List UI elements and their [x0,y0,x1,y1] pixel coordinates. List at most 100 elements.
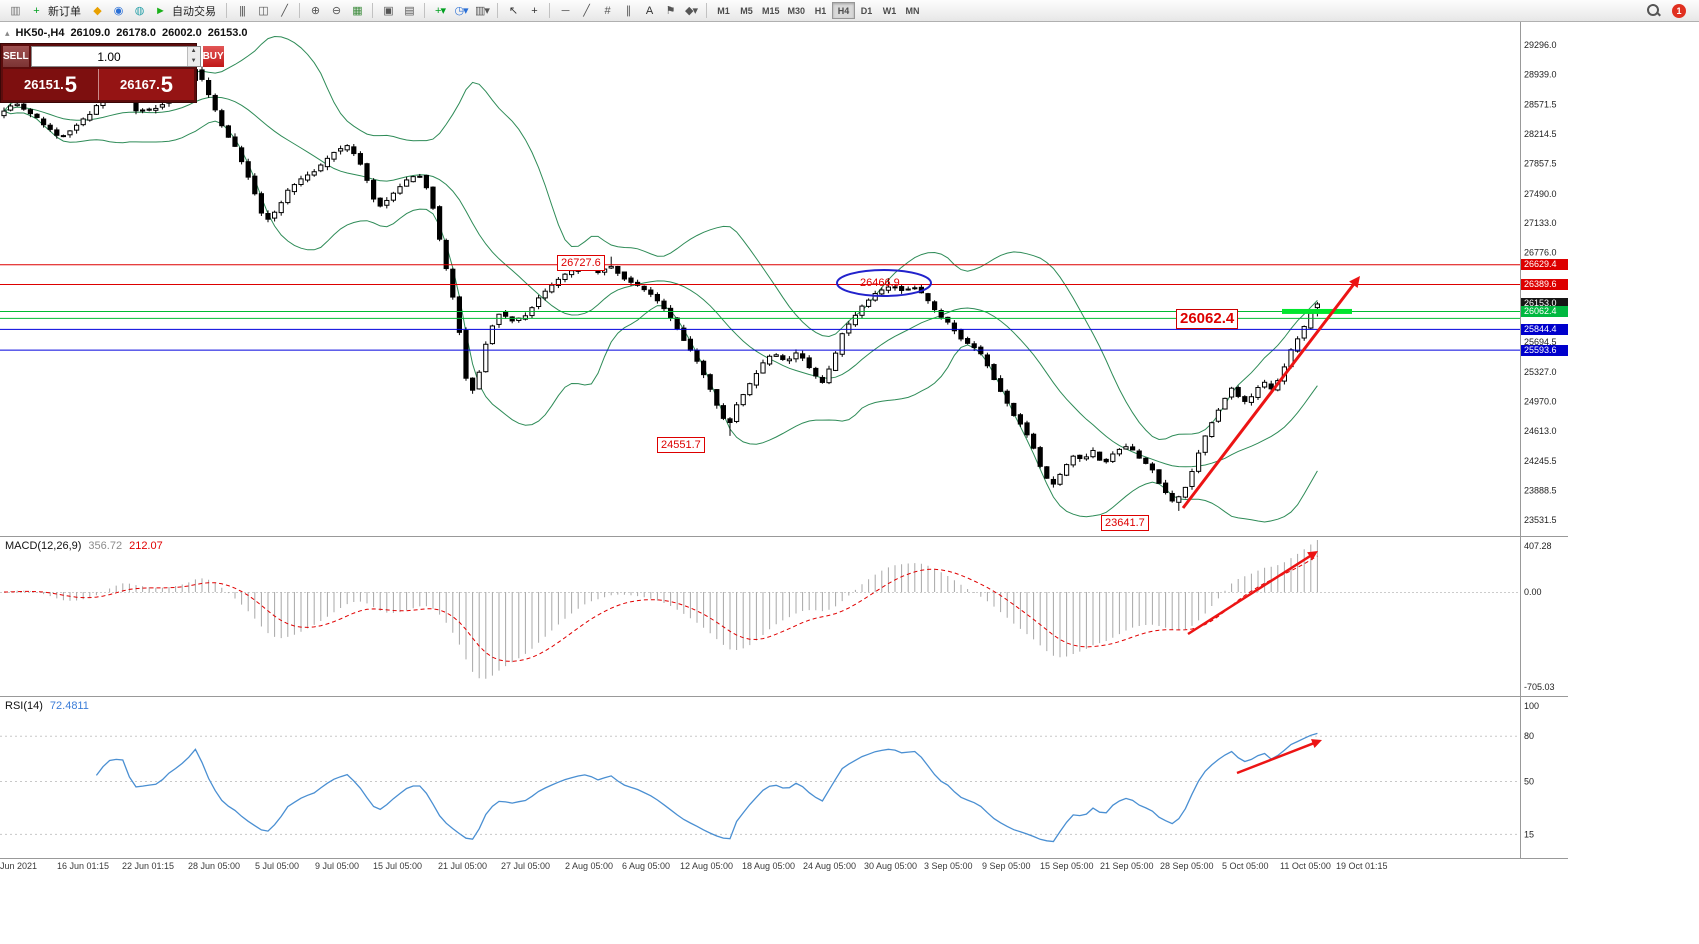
price-axis-label: 25844.4 [1521,323,1568,335]
bollinger-lower-band [3,110,1318,523]
fibonacci-icon[interactable]: # [604,4,610,17]
new-order-button-label[interactable]: 新订单 [48,5,81,18]
timeframe-m5[interactable]: M5 [740,5,753,16]
svg-text:29296.0: 29296.0 [1524,40,1557,50]
price-level-label[interactable]: 23641.7 [1101,515,1149,531]
trade-prices-row: 26151. 5 26167. 5 [3,69,194,100]
volume-down-button[interactable]: ▼ [187,56,200,66]
toolbar-separator [372,3,373,18]
volume-up-button[interactable]: ▲ [187,47,200,57]
zoom-out-icon[interactable]: ⊖ [331,5,341,17]
price-level-label[interactable]: 26062.4 [1176,309,1239,329]
crosshair-icon[interactable]: + [531,4,537,17]
zoom-in-icon[interactable]: ⊕ [310,5,320,17]
svg-text:21 Sep 05:00: 21 Sep 05:00 [1100,861,1154,871]
price-level-label[interactable]: 24551.7 [657,437,705,453]
templates-icon[interactable]: ▥▾ [475,5,490,17]
volume-box: ▲ ▼ [30,46,201,67]
svg-text:-705.03: -705.03 [1524,682,1555,692]
cascade-windows-icon[interactable]: ▣ [383,5,393,17]
horizontal-line-icon[interactable]: ─ [561,4,570,17]
svg-text:15: 15 [1524,829,1534,839]
timeframe-h1[interactable]: H1 [814,5,827,16]
timeframe-w1[interactable]: W1 [882,5,897,16]
label-icon[interactable]: ⚑ [665,5,676,17]
trend-arrow-rsi[interactable] [1236,740,1318,775]
timeframe-m15[interactable]: M15 [762,5,780,16]
shapes-icon[interactable]: ◆▾ [685,5,698,17]
arrange-windows-icon[interactable]: ▤ [404,5,414,17]
buy-price[interactable]: 26167. 5 [99,69,194,100]
ellipse-annotation[interactable] [836,269,932,297]
timeframe-m1[interactable]: M1 [717,5,730,16]
toolbar-separator [549,3,550,18]
timeframe-h4[interactable]: H4 [832,2,856,19]
market-watch-icon[interactable]: ◉ [113,5,124,17]
svg-text:407.28: 407.28 [1524,541,1552,551]
buy-button[interactable]: BUY [202,46,224,67]
tile-windows-icon[interactable]: ▦ [352,5,362,17]
trend-arrow-macd[interactable] [1187,552,1315,636]
autotrading-button-label[interactable]: 自动交易 [172,5,216,18]
svg-text:24245.5: 24245.5 [1524,456,1557,466]
chart-title-bar: ▴ HK50-,H4 26109.0 26178.0 26002.0 26153… [5,27,248,39]
rsi-axis-labels: 100 80 50 15 [1524,701,1539,839]
price-level-label[interactable]: 26727.6 [557,255,605,271]
svg-text:6 Aug 05:00: 6 Aug 05:00 [622,861,670,871]
svg-text:25327.0: 25327.0 [1524,367,1557,377]
collapse-icon[interactable]: ▴ [5,27,10,38]
svg-text:28 Jun 05:00: 28 Jun 05:00 [188,861,240,871]
text-icon[interactable]: A [645,4,653,17]
notification-badge[interactable]: 1 [1672,3,1686,18]
svg-text:24613.0: 24613.0 [1524,426,1557,436]
bar-chart-icon[interactable]: ||| [239,4,246,17]
timeframe-d1[interactable]: D1 [860,5,873,16]
time-axis: Jun 2021 16 Jun 01:15 22 Jun 01:15 28 Jun 0… [0,861,1388,871]
rsi-value: 72.4811 [49,700,89,712]
svg-text:28571.5: 28571.5 [1524,100,1557,110]
metaeditor-icon[interactable]: ◆ [93,5,101,17]
symbol-period: HK50-,H4 [15,27,65,39]
timeframe-mn[interactable]: MN [905,5,920,16]
macd-histogram [10,540,1318,679]
sell-price[interactable]: 26151. 5 [3,69,99,100]
svg-text:23531.5: 23531.5 [1524,515,1557,525]
macd-signal-value: 212.07 [129,540,163,552]
channel-icon[interactable]: ∥ [625,5,632,17]
candles [1,66,1321,511]
periods-icon[interactable]: ◷▾ [454,5,468,17]
sell-button[interactable]: SELL [3,46,29,67]
ohlc-close: 26153.0 [207,27,248,39]
trendline-icon[interactable]: ╱ [583,5,590,17]
rsi-label: RSI(14) [5,700,43,712]
price-axis-label: 26629.4 [1521,259,1568,271]
volume-input[interactable] [31,47,187,66]
one-click-trade-panel: SELL ▲ ▼ BUY 26151. 5 26167. 5 [0,43,224,103]
toolbar: ▥ + 新订单 ◆ ◉ ◍ ► 自动交易 ||| ◫ ╱ ⊕ ⊖ ▦ ▣ ▤ +▾ ◷▾ ▥▾ ↖ + ─ ╱ # ∥ A ⚑ ◆▾ … [0,0,1699,22]
trend-arrow-head-main [1349,276,1360,288]
price-level-label[interactable]: 26466.9 [860,277,900,289]
svg-text:50: 50 [1524,777,1534,787]
toolbar-separator [706,3,707,18]
svg-text:21 Jul 05:00: 21 Jul 05:00 [438,861,487,871]
price-axis-label: 26062.4 [1521,305,1568,317]
timeframe-m30[interactable]: M30 [787,5,806,16]
trend-arrow-main[interactable] [1181,279,1359,509]
candlestick-chart-icon[interactable]: ◫ [258,5,268,17]
svg-text:28 Sep 05:00: 28 Sep 05:00 [1160,861,1214,871]
add-indicator-icon[interactable]: +▾ [435,5,446,17]
new-order-button[interactable]: + [33,4,39,17]
ohlc-high: 26178.0 [116,27,156,39]
community-icon[interactable]: ◍ [134,5,145,17]
trade-controls-row: SELL ▲ ▼ BUY [3,46,224,67]
svg-text:24 Aug 05:00: 24 Aug 05:00 [803,861,856,871]
autotrading-button[interactable]: ► [155,4,166,17]
svg-text:28214.5: 28214.5 [1524,129,1557,139]
price-axis-label: 26389.6 [1521,278,1568,290]
search-icon[interactable] [1646,3,1661,18]
new-chart-icon[interactable]: ▥ [10,5,20,17]
cursor-icon[interactable]: ↖ [508,5,518,17]
line-chart-icon[interactable]: ╱ [281,5,288,17]
